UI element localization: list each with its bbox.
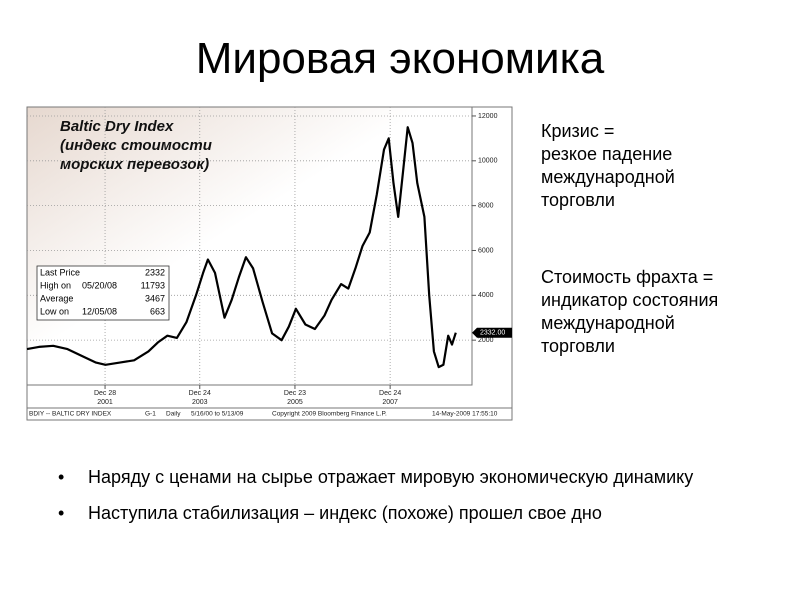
slide-title: Мировая экономика <box>195 34 605 83</box>
price-marker-box <box>472 327 512 338</box>
note-line: торговли <box>541 190 615 210</box>
y-tick-label: 2000 <box>478 337 494 344</box>
note-line: торговли <box>541 336 615 356</box>
x-tick-year: 2003 <box>192 399 208 406</box>
stats-value: 663 <box>150 306 165 316</box>
note-line: Кризис = <box>541 121 615 141</box>
chart-title: (индекс стоимости <box>60 137 212 154</box>
plot-area <box>26 106 473 386</box>
note-line: индикатор состояния <box>541 290 719 310</box>
x-tick-label: Dec 24 <box>189 390 211 397</box>
x-tick-label: Dec 23 <box>284 390 306 397</box>
note-line: международной <box>541 167 675 187</box>
stats-value: 2332 <box>145 267 165 277</box>
note-line: резкое падение <box>541 144 673 164</box>
chart-title: морских перевозок) <box>60 156 209 173</box>
price-marker-label: 2332.00 <box>480 330 505 337</box>
footer-text: 14-May-2009 17:55:10 <box>432 411 498 418</box>
price-marker: 2332.00 <box>472 327 512 338</box>
stats-date: 05/20/08 <box>82 280 117 290</box>
x-tick-label: Dec 28 <box>94 390 116 397</box>
y-tick-label: 10000 <box>478 158 498 165</box>
y-tick-label: 8000 <box>478 202 494 209</box>
stats-label: Last Price <box>40 267 80 277</box>
stats-label: High on <box>40 280 71 290</box>
note: Кризис = резкое падение международной торго… <box>541 120 675 212</box>
x-tick-year: 2005 <box>287 399 303 406</box>
note: Стоимость фрахта = индикатор состояния меж… <box>541 266 718 358</box>
chart-title: Baltic Dry Index <box>60 118 174 135</box>
x-tick-label: Dec 24 <box>379 390 401 397</box>
y-tick-label: 4000 <box>478 292 494 299</box>
x-tick-year: 2007 <box>382 399 398 406</box>
stats-label: Average <box>40 293 73 303</box>
y-tick-label: 12000 <box>478 113 498 120</box>
y-tick-label: 6000 <box>478 247 494 254</box>
x-tick-year: 2001 <box>97 399 113 406</box>
stats-label: Low on <box>40 306 69 316</box>
bullet: Наступила стабилизация – индекс (похоже)… <box>58 502 758 525</box>
footer-text: G-1 <box>145 411 156 418</box>
stats-box <box>36 265 170 321</box>
stats-date: 12/05/08 <box>82 306 117 316</box>
footer-text: BDIY -- BALTIC DRY INDEX <box>29 411 112 418</box>
stats-value: 11793 <box>141 280 165 290</box>
note-line: международной <box>541 313 675 333</box>
bullet-list: Наряду с ценами на сырье отражает мирову… <box>58 466 758 538</box>
footer-text: Daily <box>166 411 181 418</box>
bullet: Наряду с ценами на сырье отражает мирову… <box>58 466 758 489</box>
price-line <box>26 126 457 369</box>
stats-value: 3467 <box>145 293 165 303</box>
footer-text: Copyright 2009 Bloomberg Finance L.P. <box>272 411 387 418</box>
footer-text: 5/16/00 to 5/13/09 <box>191 411 244 418</box>
note-line: Стоимость фрахта = <box>541 267 714 287</box>
